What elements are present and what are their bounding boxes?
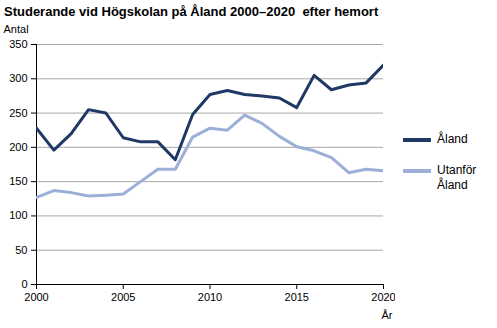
html-text:Studerande vid Högskolan på Ål: Studerande vid Högskolan på Åland 2000–2… (4, 4, 379, 19)
svg-text:2005: 2005 (111, 291, 135, 303)
svg-text:0: 0 (21, 278, 27, 290)
svg-text:300: 300 (9, 72, 27, 84)
svg-text:Antal: Antal (4, 23, 29, 35)
svg-text:2015: 2015 (285, 291, 309, 303)
svg-text:2000: 2000 (24, 291, 48, 303)
svg-text:100: 100 (9, 209, 27, 221)
svg-text:150: 150 (9, 175, 27, 187)
html-text:Åland: Åland (437, 132, 468, 146)
svg-text:350: 350 (9, 38, 27, 50)
svg-text:50: 50 (15, 244, 27, 256)
svg-text:2020: 2020 (371, 291, 395, 303)
svg-text:200: 200 (9, 141, 27, 153)
svg-text:250: 250 (9, 107, 27, 119)
svg-text:År: År (382, 309, 393, 321)
html-text:Utanför Åland: Utanför Åland (437, 163, 477, 192)
svg-text:2010: 2010 (198, 291, 222, 303)
